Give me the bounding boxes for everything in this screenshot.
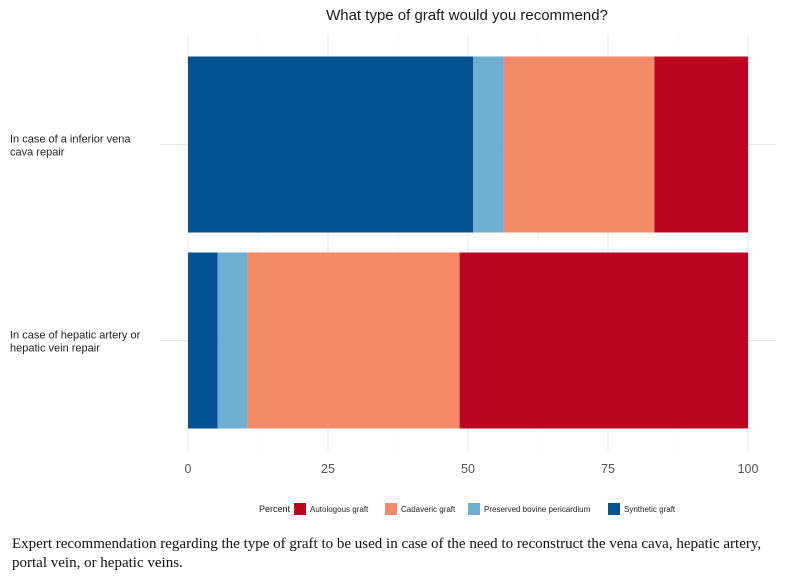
bar-cadaveric-graft-category-2 [247, 252, 460, 429]
legend: Percent Autologous graft Cadaveric graft P… [259, 503, 676, 515]
y-axis-labels: In case of a inferior vena cava repair In … [10, 134, 141, 355]
bar-preserved-bovine-pericardium-category-1 [473, 56, 504, 233]
graft-recommendation-chart: What type of graft would you recommend? … [10, 7, 776, 515]
x-tick-label-0: 0 [185, 462, 192, 476]
legend-item-cadaveric-graft: Cadaveric graft [385, 503, 456, 515]
bar-autologous-graft-category-1 [654, 56, 748, 233]
category-label-1: In case of a inferior vena cava repair [10, 134, 131, 159]
legend-label-autologous-graft: Autologous graft [310, 505, 369, 514]
legend-item-synthetic-graft: Synthetic graft [608, 503, 676, 515]
figure-caption: Expert recommendation regarding the type… [12, 536, 762, 571]
legend-label-synthetic-graft: Synthetic graft [624, 505, 676, 514]
bar-autologous-graft-category-2 [459, 252, 748, 429]
x-axis-ticks: 0 25 50 75 100 [185, 462, 759, 476]
x-tick-label-50: 50 [461, 462, 475, 476]
chart-title: What type of graft would you recommend? [326, 7, 608, 24]
bar-preserved-bovine-pericardium-category-2 [217, 252, 248, 429]
legend-item-preserved-bovine-pericardium: Preserved bovine pericardium [468, 503, 591, 515]
bar-cadaveric-graft-category-1 [503, 56, 655, 233]
legend-swatch-cadaveric-graft [385, 503, 397, 515]
legend-swatch-autologous-graft [294, 503, 306, 515]
legend-swatch-synthetic-graft [608, 503, 620, 515]
bar-synthetic-graft-category-1 [188, 56, 474, 233]
legend-title: Percent [259, 504, 291, 514]
bar-synthetic-graft-category-2 [188, 252, 218, 429]
legend-swatch-preserved-bovine-pericardium [468, 503, 480, 515]
legend-label-cadaveric-graft: Cadaveric graft [401, 505, 456, 514]
x-tick-label-100: 100 [738, 462, 759, 476]
x-tick-label-75: 75 [601, 462, 615, 476]
legend-item-autologous-graft: Autologous graft [294, 503, 369, 515]
bars [188, 56, 748, 429]
category-label-2: In case of hepatic artery or hepatic vein… [10, 330, 141, 355]
x-tick-label-25: 25 [321, 462, 335, 476]
legend-label-preserved-bovine-pericardium: Preserved bovine pericardium [484, 505, 591, 514]
